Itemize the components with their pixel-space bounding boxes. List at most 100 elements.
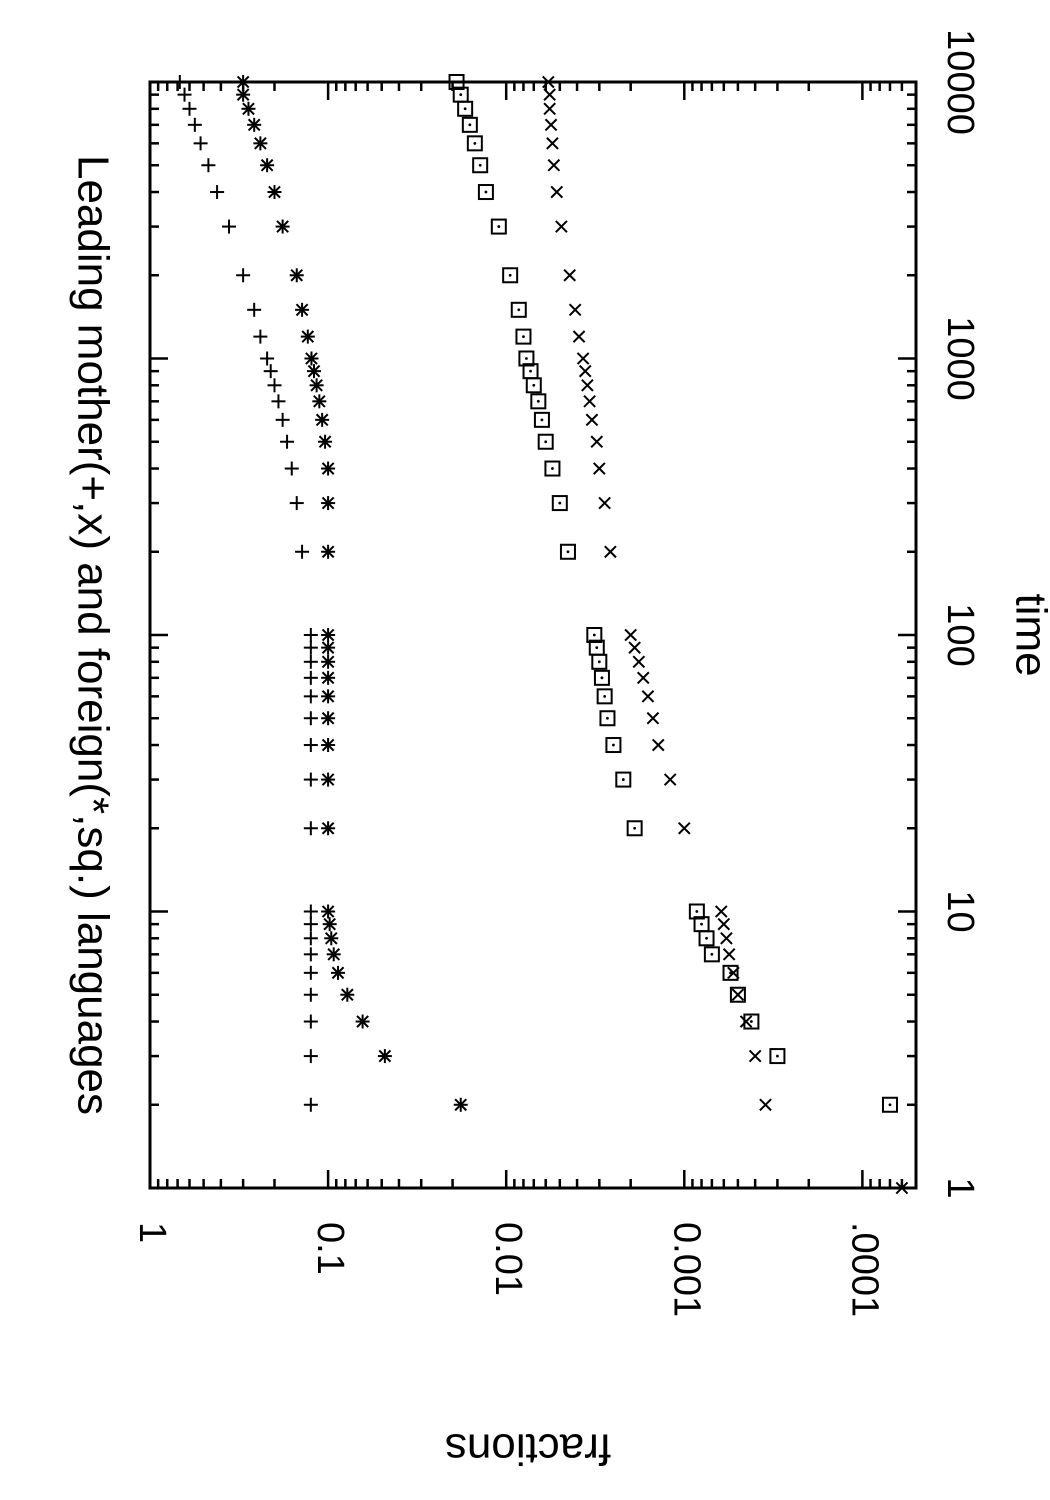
star-point — [321, 462, 335, 475]
cross-point — [624, 628, 637, 642]
square-point — [559, 543, 576, 560]
square-point — [544, 460, 561, 477]
star-point — [356, 1015, 369, 1028]
cross-point — [720, 931, 733, 945]
star-point — [236, 75, 250, 89]
cross-point — [547, 158, 561, 172]
square-point — [502, 267, 519, 284]
star-point — [321, 711, 335, 725]
square-point — [588, 639, 605, 656]
square-point-dot — [459, 93, 463, 97]
square-point — [881, 1096, 898, 1113]
cross-point — [739, 1015, 753, 1028]
cross-point — [590, 435, 604, 449]
square-point-dot — [544, 440, 548, 444]
star-point — [318, 435, 332, 449]
cross-point — [555, 220, 568, 233]
square-point — [593, 669, 610, 686]
star-point — [378, 1049, 392, 1063]
square-point-dot — [468, 123, 472, 127]
cross-point — [543, 102, 556, 116]
square-point-dot — [592, 633, 596, 637]
square-point — [626, 820, 643, 837]
square-point — [510, 301, 527, 318]
square-point-dot — [606, 716, 609, 720]
square-point — [769, 1048, 786, 1065]
cross-point — [646, 711, 660, 725]
star-point — [323, 917, 336, 931]
x-tick-label: 1 — [939, 1177, 981, 1198]
star-point — [321, 628, 335, 642]
square-point — [605, 737, 622, 754]
square-point-dot — [566, 550, 570, 554]
square-point — [533, 411, 550, 428]
cross-point — [583, 395, 596, 408]
square-point — [688, 903, 705, 920]
x-axis-label: time — [1006, 593, 1050, 676]
square-point-dot — [633, 826, 637, 830]
cross-point — [641, 690, 655, 703]
cross-point — [576, 352, 590, 365]
cross-point — [663, 773, 677, 786]
square-point — [586, 627, 603, 643]
square-point — [596, 688, 613, 705]
square-point — [518, 350, 535, 367]
square-point-dot — [612, 743, 615, 747]
square-point-dot — [600, 676, 604, 680]
x-tick-label: 1000 — [939, 316, 981, 401]
square-point-dot — [478, 163, 482, 167]
cross-point — [544, 118, 558, 132]
y-tick-label: .0001 — [843, 1222, 885, 1317]
cross-point — [604, 545, 617, 559]
square-point-dot — [536, 399, 540, 403]
star-point — [321, 641, 335, 654]
star-point — [321, 738, 335, 752]
cross-point — [563, 268, 577, 282]
square-point-dot — [729, 971, 732, 975]
cross-point — [677, 821, 691, 835]
data-marks — [172, 74, 909, 1195]
star-point — [310, 378, 323, 392]
star-point — [313, 395, 326, 408]
square-point — [703, 946, 720, 963]
square-point-dot — [700, 922, 703, 926]
star-point — [321, 545, 335, 559]
cross-point — [895, 1181, 909, 1195]
axis-tick-labels: 1 10 100 1000 10000 .0001 0.001 0.01 0.1 1 — [131, 29, 981, 1317]
star-point — [454, 1098, 468, 1112]
square-point-dot — [776, 1054, 779, 1058]
square-point-dot — [497, 225, 501, 228]
star-point — [331, 966, 345, 980]
star-point — [321, 905, 335, 918]
square-point — [551, 495, 568, 512]
square-point — [693, 916, 710, 933]
y-tick-label: 0.001 — [665, 1222, 707, 1317]
square-point-dot — [603, 694, 607, 698]
square-point-dot — [522, 335, 525, 339]
cross-point — [598, 496, 611, 510]
cross-point — [585, 413, 599, 427]
x-tick-label: 100 — [939, 603, 981, 666]
cross-point — [722, 948, 736, 961]
y-tick-label: 1 — [131, 1222, 173, 1243]
star-point — [321, 690, 335, 703]
star-point — [305, 352, 318, 365]
star-point — [315, 413, 329, 427]
cross-point — [550, 185, 564, 199]
square-point-dot — [484, 190, 488, 194]
star-point — [321, 821, 335, 835]
square-point-dot — [463, 107, 467, 111]
square-point — [515, 328, 532, 345]
square-point-dot — [710, 952, 714, 956]
square-point — [743, 1013, 760, 1030]
square-point — [599, 710, 616, 727]
square-point-dot — [508, 273, 512, 277]
star-point — [301, 330, 315, 343]
cross-point — [578, 364, 592, 378]
star-point — [295, 303, 309, 317]
star-point — [327, 948, 341, 961]
star-point — [247, 118, 261, 132]
square-point — [729, 986, 746, 1003]
square-point-dot — [551, 467, 554, 470]
square-point-dot — [705, 936, 708, 940]
